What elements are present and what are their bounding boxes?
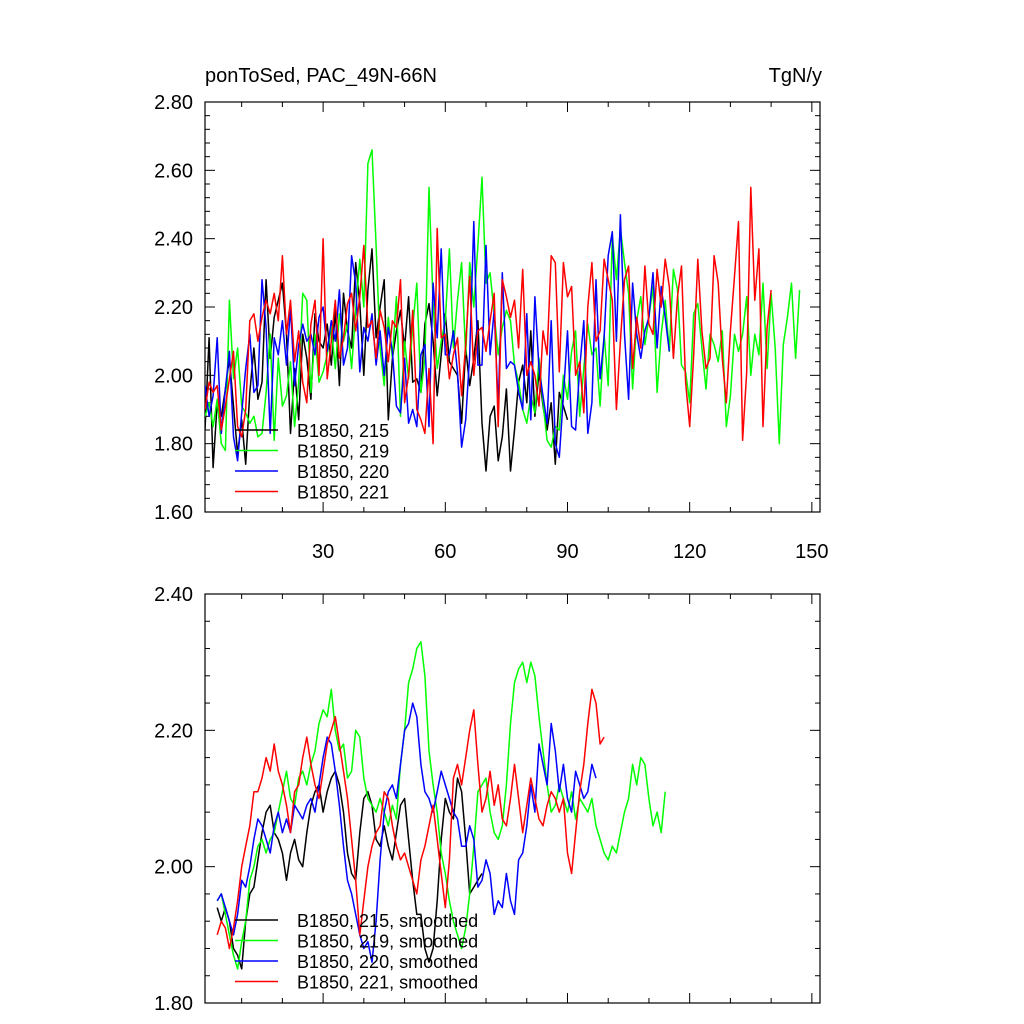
x-tick-label: 30 bbox=[312, 541, 334, 563]
y-tick-label: 2.40 bbox=[154, 584, 193, 606]
legend-label: B1850, 215 bbox=[297, 421, 389, 441]
legend-label: B1850, 221 bbox=[297, 483, 389, 503]
x-tick-label: 60 bbox=[434, 541, 456, 563]
legend-label: B1850, 220 bbox=[297, 462, 389, 482]
y-tick-label: 2.60 bbox=[154, 160, 193, 182]
series-line-4 bbox=[205, 186, 772, 445]
legend-label: B1850, 221, smoothed bbox=[297, 973, 478, 993]
x-tick-label: 120 bbox=[673, 541, 706, 563]
y-tick-label: 2.00 bbox=[154, 365, 193, 387]
y-tick-label: 2.20 bbox=[154, 720, 193, 742]
x-tick-label: 150 bbox=[795, 541, 828, 563]
top-plot-panel: 1.60 1.80 2.00 2.20 2.40 2.60 2.80 30 60 90 120 150… bbox=[154, 92, 828, 563]
chart-title-left: ponToSed, PAC_49N-66N bbox=[205, 65, 437, 87]
legend-label: B1850, 219 bbox=[297, 442, 389, 462]
y-tick-label: 2.20 bbox=[154, 297, 193, 319]
x-tick-label: 90 bbox=[556, 541, 578, 563]
legend-label: B1850, 219, smoothed bbox=[297, 932, 478, 952]
series-line-1 bbox=[216, 770, 483, 970]
plot-frame bbox=[204, 593, 821, 1004]
legend-label: B1850, 215, smoothed bbox=[297, 911, 478, 931]
chart-title-right: TgN/y bbox=[769, 65, 822, 87]
series-line-2 bbox=[216, 640, 666, 970]
y-tick-label: 1.60 bbox=[154, 502, 193, 524]
y-tick-label: 2.00 bbox=[154, 857, 193, 879]
series-line-3 bbox=[205, 213, 671, 462]
series-line-4 bbox=[216, 688, 605, 950]
legend-label: B1850, 220, smoothed bbox=[297, 952, 478, 972]
y-tick-label: 1.80 bbox=[154, 993, 193, 1015]
y-tick-label: 2.40 bbox=[154, 229, 193, 251]
y-tick-label: 1.80 bbox=[154, 434, 193, 456]
series-line-2 bbox=[205, 149, 801, 452]
y-tick-label: 2.80 bbox=[154, 92, 193, 114]
series-line-3 bbox=[216, 702, 597, 963]
